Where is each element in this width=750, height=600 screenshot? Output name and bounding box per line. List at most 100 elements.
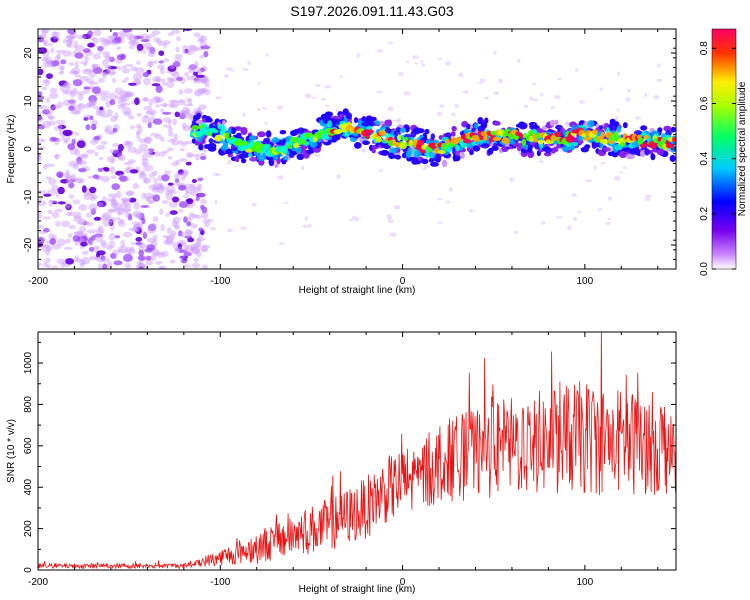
spectrogram-cell <box>53 153 61 159</box>
spectrogram-cell <box>162 124 172 128</box>
spectrogram-cell <box>60 66 65 74</box>
spectrogram-cell <box>39 230 47 235</box>
spectrogram-cell <box>657 63 661 68</box>
spectrogram-cell <box>182 257 187 261</box>
spectrogram-cell <box>321 133 330 140</box>
spectrogram-cell <box>63 140 69 144</box>
spectrogram-cell <box>38 47 48 54</box>
spectrogram-cell <box>554 95 561 100</box>
spectrogram-cell <box>428 158 435 163</box>
spectrogram-cell <box>41 244 51 253</box>
spectrogram-cell <box>47 59 55 68</box>
spectrogram-cell <box>151 186 161 193</box>
spectrogram-cell <box>112 149 123 158</box>
spectrogram-cell <box>248 135 257 141</box>
spectrogram-cell <box>105 125 112 131</box>
spectrogram-cell <box>306 149 315 154</box>
spectrogram-cell <box>142 177 152 184</box>
spectrogram-cell <box>67 99 76 104</box>
spectrogram-cell <box>42 61 51 68</box>
spectrogram-cell <box>92 106 101 110</box>
spectrogram-cell <box>191 186 201 193</box>
spectrogram-cell <box>540 92 544 97</box>
spectrogram-cell <box>56 53 61 60</box>
spectrogram-cell <box>148 151 156 155</box>
spectrogram-cell <box>70 173 76 180</box>
spectrogram-cell <box>41 86 47 90</box>
spectrogram-cell <box>85 149 96 155</box>
spectrogram-cell <box>442 159 448 168</box>
spectrogram-ylabel: Frequency (Hz) <box>6 115 17 184</box>
spectrogram-cell <box>90 196 96 201</box>
spectrogram-cell <box>188 64 198 70</box>
spectrogram-cell <box>101 196 107 203</box>
spectrogram-cell <box>421 158 429 164</box>
spectrogram-cell <box>74 132 80 136</box>
spectrogram-cell <box>207 145 217 152</box>
spectrogram-cell <box>91 64 99 69</box>
spectrogram-cell <box>79 61 88 65</box>
spectrogram-cell <box>181 49 191 55</box>
spectrogram-cell <box>63 172 71 179</box>
spectrogram-cell <box>124 140 133 148</box>
spectrogram-cell <box>116 217 121 220</box>
spectrogram-cell <box>170 137 178 142</box>
spectrogram-cell <box>50 36 59 43</box>
spectrogram-cell <box>38 190 47 195</box>
spectrogram-cell <box>148 184 158 191</box>
spectrogram-cell <box>117 104 125 110</box>
spectrogram-cell <box>151 60 159 64</box>
spectrogram-cell <box>153 95 160 102</box>
spectrogram-cell <box>165 193 174 201</box>
spectrogram-cell <box>162 40 172 45</box>
spectrogram-cell <box>204 221 210 228</box>
spectrogram-cell <box>176 76 183 82</box>
spectrogram-cell <box>178 208 184 213</box>
spectrogram-cell <box>144 136 153 144</box>
spectrogram-cell <box>178 249 188 253</box>
spectrogram-cell <box>143 164 154 172</box>
spectrogram-cell <box>196 183 203 187</box>
spectrogram-cell <box>472 136 480 142</box>
spectrogram-cell <box>462 90 470 94</box>
spectrogram-cell <box>148 98 153 107</box>
spectrogram-cell <box>120 197 127 203</box>
spectrogram-cell <box>191 125 199 131</box>
spectrogram-cell <box>41 56 49 62</box>
spectrogram-cell <box>88 255 97 261</box>
spectrogram-cell <box>41 29 47 36</box>
spectrogram-cell <box>97 263 103 269</box>
spectrogram-cell <box>488 137 495 143</box>
spectrogram-cell <box>193 71 199 76</box>
x-tick-label: 0 <box>400 276 406 287</box>
spectrogram-cell <box>129 197 137 203</box>
spectrogram-cell <box>186 152 193 159</box>
spectrogram-cell <box>265 53 269 57</box>
spectrogram-cell <box>247 60 252 66</box>
spectrogram-cell <box>261 107 268 110</box>
spectrogram-cell <box>110 175 117 179</box>
spectrogram-cell <box>644 93 648 98</box>
spectrogram-cell <box>540 221 546 225</box>
spectrogram-cell <box>147 122 152 129</box>
colorbar-tick-label: 0.2 <box>699 206 710 220</box>
spectrogram-cell <box>111 202 118 207</box>
spectrogram-cell <box>72 87 78 96</box>
spectrogram-cell <box>200 156 207 160</box>
spectrogram-cell <box>116 190 122 199</box>
spectrogram-cell <box>577 211 582 214</box>
spectrogram-cell <box>85 212 93 218</box>
spectrogram-cell <box>169 79 178 82</box>
spectrogram-cell <box>122 91 131 98</box>
spectrogram-cell <box>481 143 490 149</box>
spectrogram-cell <box>414 150 422 158</box>
spectrogram-cell <box>89 139 99 145</box>
x-tick-label: 100 <box>577 276 594 287</box>
spectrogram-cell <box>114 87 123 95</box>
spectrogram-cell <box>156 252 166 258</box>
spectrogram-cell <box>378 169 384 172</box>
x-tick-label: -100 <box>210 577 230 588</box>
spectrogram-cell <box>175 247 180 252</box>
spectrogram-cell <box>174 159 181 164</box>
